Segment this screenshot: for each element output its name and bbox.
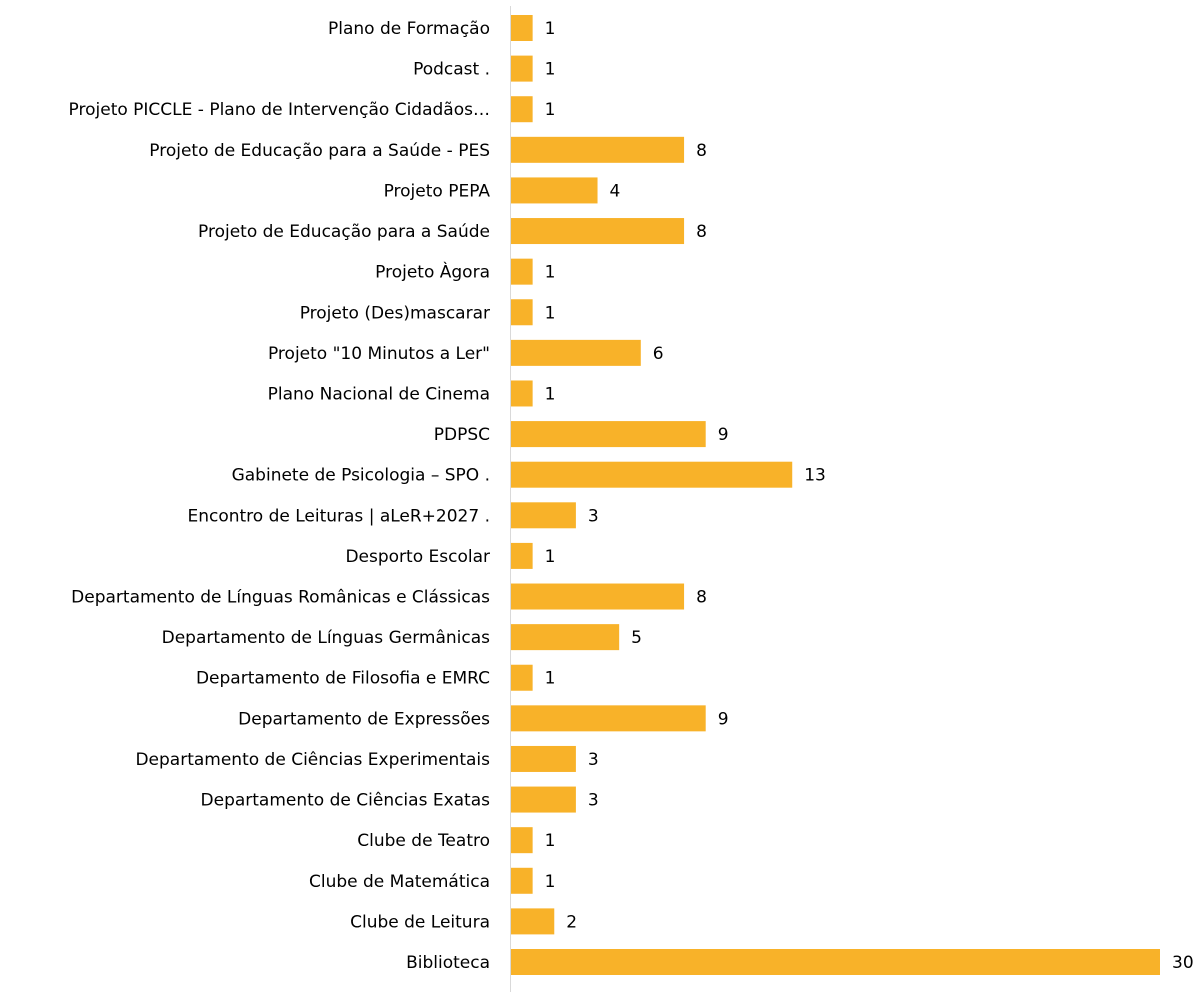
category-label: Biblioteca [406, 953, 490, 973]
bar [511, 664, 533, 691]
bar [511, 299, 533, 326]
bar [511, 136, 685, 163]
bar [511, 96, 533, 123]
bar [511, 542, 533, 569]
bar [511, 218, 685, 245]
bar [511, 421, 706, 448]
data-label: 6 [653, 344, 664, 364]
bar [511, 827, 533, 854]
category-label: Plano de Formação [328, 19, 490, 39]
data-label: 1 [545, 384, 556, 404]
data-label: 1 [545, 831, 556, 851]
bar [511, 15, 533, 41]
bar [511, 177, 598, 204]
category-label: Departamento de Expressões [238, 709, 490, 729]
bar [511, 949, 1160, 975]
data-label: 3 [588, 791, 599, 811]
data-label: 2 [566, 912, 577, 932]
category-label: Encontro de Leituras | aLeR+2027 . [187, 506, 490, 526]
category-label: Departamento de Línguas Germânicas [162, 628, 491, 648]
data-label: 1 [545, 263, 556, 283]
bar [511, 705, 706, 732]
bar [511, 461, 793, 488]
category-label: Departamento de Ciências Experimentais [135, 750, 490, 770]
data-label: 4 [610, 181, 621, 201]
data-label: 8 [696, 141, 707, 161]
category-label: Projeto PICCLE - Plano de Intervenção Ci… [69, 100, 490, 120]
category-label: Clube de Teatro [357, 831, 490, 851]
category-label: Gabinete de Psicologia – SPO . [232, 466, 490, 486]
bar [511, 624, 620, 651]
category-label: Clube de Matemática [309, 872, 490, 892]
category-label: Projeto PEPA [384, 181, 491, 201]
category-label: Departamento de Línguas Românicas e Clás… [71, 588, 490, 608]
bar [511, 786, 576, 813]
data-label: 1 [545, 872, 556, 892]
data-label: 1 [545, 19, 556, 39]
category-label: PDPSC [434, 425, 490, 445]
category-label: Departamento de Ciências Exatas [201, 791, 491, 811]
bar [511, 380, 533, 407]
data-label: 9 [718, 425, 729, 445]
category-label: Clube de Leitura [350, 912, 490, 932]
bar [511, 258, 533, 285]
data-label: 1 [545, 669, 556, 689]
bar [511, 583, 685, 610]
data-label: 8 [696, 588, 707, 608]
category-label: Podcast . [413, 60, 490, 80]
category-label: Projeto (Des)mascarar [300, 303, 490, 323]
data-label: 3 [588, 506, 599, 526]
data-label: 1 [545, 303, 556, 323]
category-label: Departamento de Filosofia e EMRC [196, 669, 490, 689]
data-label: 5 [631, 628, 642, 648]
data-label: 1 [545, 60, 556, 80]
bar [511, 339, 641, 366]
bar [511, 908, 555, 935]
data-label: 9 [718, 709, 729, 729]
data-label: 13 [804, 466, 826, 486]
category-label: Projeto de Educação para a Saúde - PES [149, 141, 490, 161]
data-label: 1 [545, 100, 556, 120]
bar [511, 867, 533, 894]
bar [511, 745, 576, 772]
data-label: 8 [696, 222, 707, 242]
bar [511, 55, 533, 82]
data-label: 30 [1172, 953, 1194, 973]
category-label: Desporto Escolar [345, 547, 490, 567]
category-label: Plano Nacional de Cinema [268, 384, 490, 404]
data-label: 1 [545, 547, 556, 567]
category-label: Projeto "10 Minutos a Ler" [268, 344, 490, 364]
category-label: Projeto de Educação para a Saúde [198, 222, 490, 242]
data-label: 3 [588, 750, 599, 770]
bar [511, 502, 576, 529]
category-label: Projeto Àgora [375, 261, 490, 283]
